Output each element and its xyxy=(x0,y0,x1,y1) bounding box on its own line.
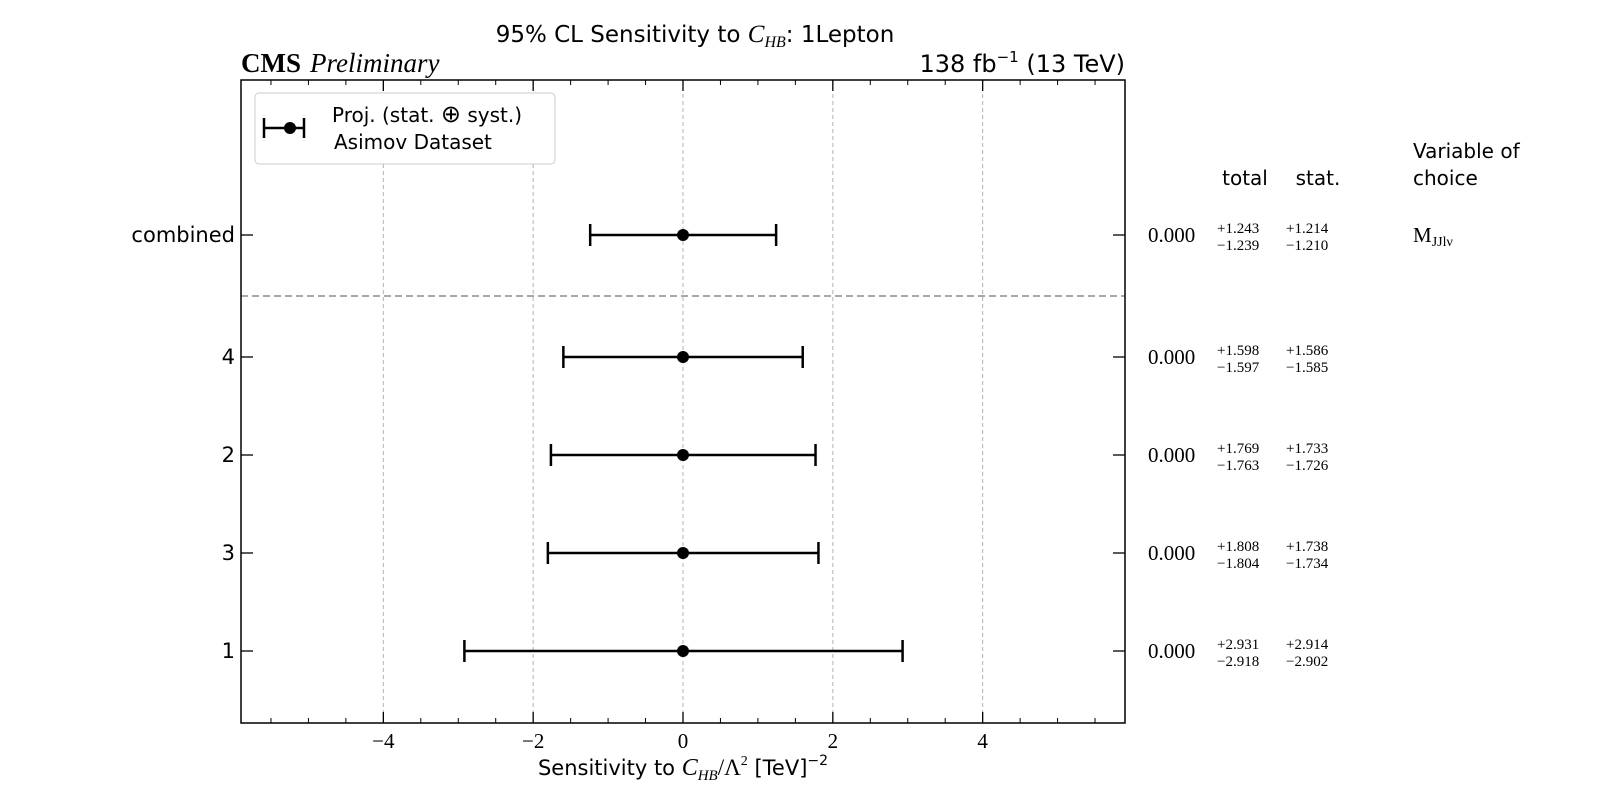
chart-title-var: C xyxy=(748,21,765,48)
column-header-total: total xyxy=(1222,166,1268,190)
x-axis-label-unit-exp: −2 xyxy=(807,753,828,769)
chart-title-suffix: : 1Lepton xyxy=(786,22,895,48)
x-axis-label-prefix: Sensitivity to xyxy=(538,756,682,780)
chart-title: 95% CL Sensitivity to CHB: 1Lepton xyxy=(496,21,895,51)
lumi-value: 138 fb xyxy=(919,50,996,78)
y-tick-label: 3 xyxy=(222,541,235,565)
x-tick-label: 0 xyxy=(678,729,689,753)
column-header-variable-line-1: Variable of xyxy=(1413,139,1521,163)
column-header-variable-line-2: choice xyxy=(1413,166,1478,190)
column-header-stat: stat. xyxy=(1296,166,1341,190)
experiment-label: CMS Preliminary xyxy=(241,48,439,78)
variable-of-choice: MJJlν xyxy=(1413,223,1453,250)
legend-frame xyxy=(254,92,556,165)
data-point xyxy=(677,449,689,461)
data-point xyxy=(677,547,689,559)
legend-line-1: Proj. (stat. ⊕ syst.) xyxy=(332,100,522,128)
legend: Proj. (stat. ⊕ syst.) Asimov Dataset xyxy=(254,92,556,165)
total-up-value: +1.598 xyxy=(1217,343,1259,359)
plot-frame xyxy=(240,79,1126,724)
lumi-exp: −1 xyxy=(997,48,1019,66)
x-axis-label: Sensitivity to CHB/Λ2 [TeV]−2 xyxy=(538,753,828,784)
x-tick-label: 4 xyxy=(977,729,988,753)
data-point xyxy=(677,351,689,363)
legend-line-1-a: Proj. (stat. xyxy=(332,103,441,127)
x-axis-label-sq: 2 xyxy=(741,754,748,769)
total-up-value: +1.808 xyxy=(1217,539,1259,555)
stat-down-value: −1.585 xyxy=(1286,360,1328,376)
y-tick-label: combined xyxy=(131,223,235,247)
x-tick-label: −4 xyxy=(372,729,395,753)
data-point xyxy=(677,229,689,241)
stat-down-value: −1.734 xyxy=(1286,556,1329,572)
lumi-energy: (13 TeV) xyxy=(1019,50,1125,78)
total-up-value: +2.931 xyxy=(1217,637,1259,653)
central-value: 0.000 xyxy=(1148,443,1195,467)
x-axis-label-var: C xyxy=(682,755,699,781)
legend-line-2: Asimov Dataset xyxy=(334,130,492,154)
total-down-value: −2.918 xyxy=(1217,654,1259,670)
central-value: 0.000 xyxy=(1148,223,1195,247)
stat-down-value: −1.210 xyxy=(1286,238,1328,254)
chart-title-var-sub: HB xyxy=(763,34,786,51)
y-tick-label: 4 xyxy=(222,345,235,369)
x-axis-label-mid: /Λ xyxy=(718,755,741,780)
stat-up-value: +1.586 xyxy=(1286,343,1329,359)
total-down-value: −1.763 xyxy=(1217,458,1259,474)
chart-title-prefix: 95% CL Sensitivity to xyxy=(496,22,748,48)
total-down-value: −1.804 xyxy=(1217,556,1260,572)
stat-up-value: +1.733 xyxy=(1286,441,1328,457)
central-value: 0.000 xyxy=(1148,639,1195,663)
experiment-name: CMS xyxy=(241,48,301,78)
stat-up-value: +1.214 xyxy=(1286,221,1329,237)
legend-marker-icon xyxy=(262,118,306,138)
variable-sub: JJlν xyxy=(1432,235,1453,250)
x-axis-label-var-sub: HB xyxy=(697,768,718,784)
total-down-value: −1.239 xyxy=(1217,238,1259,254)
central-value: 0.000 xyxy=(1148,541,1195,565)
stat-down-value: −1.726 xyxy=(1286,458,1329,474)
variable-main: M xyxy=(1413,223,1432,247)
x-tick-label: −2 xyxy=(522,729,544,753)
legend-oplus: ⊕ xyxy=(441,100,461,128)
total-down-value: −1.597 xyxy=(1217,360,1260,376)
experiment-status: Preliminary xyxy=(309,48,439,78)
total-up-value: +1.243 xyxy=(1217,221,1259,237)
lumi-label: 138 fb−1 (13 TeV) xyxy=(919,48,1125,78)
central-value: 0.000 xyxy=(1148,345,1195,369)
total-up-value: +1.769 xyxy=(1217,441,1259,457)
stat-up-value: +2.914 xyxy=(1286,637,1329,653)
stat-down-value: −2.902 xyxy=(1286,654,1328,670)
x-tick-label: 2 xyxy=(828,729,839,753)
x-axis-label-unit: [TeV] xyxy=(748,756,808,780)
legend-line-1-b: syst.) xyxy=(461,103,522,127)
y-tick-label: 2 xyxy=(222,443,235,467)
y-tick-label: 1 xyxy=(222,639,235,663)
stat-up-value: +1.738 xyxy=(1286,539,1328,555)
data-point xyxy=(677,645,689,657)
